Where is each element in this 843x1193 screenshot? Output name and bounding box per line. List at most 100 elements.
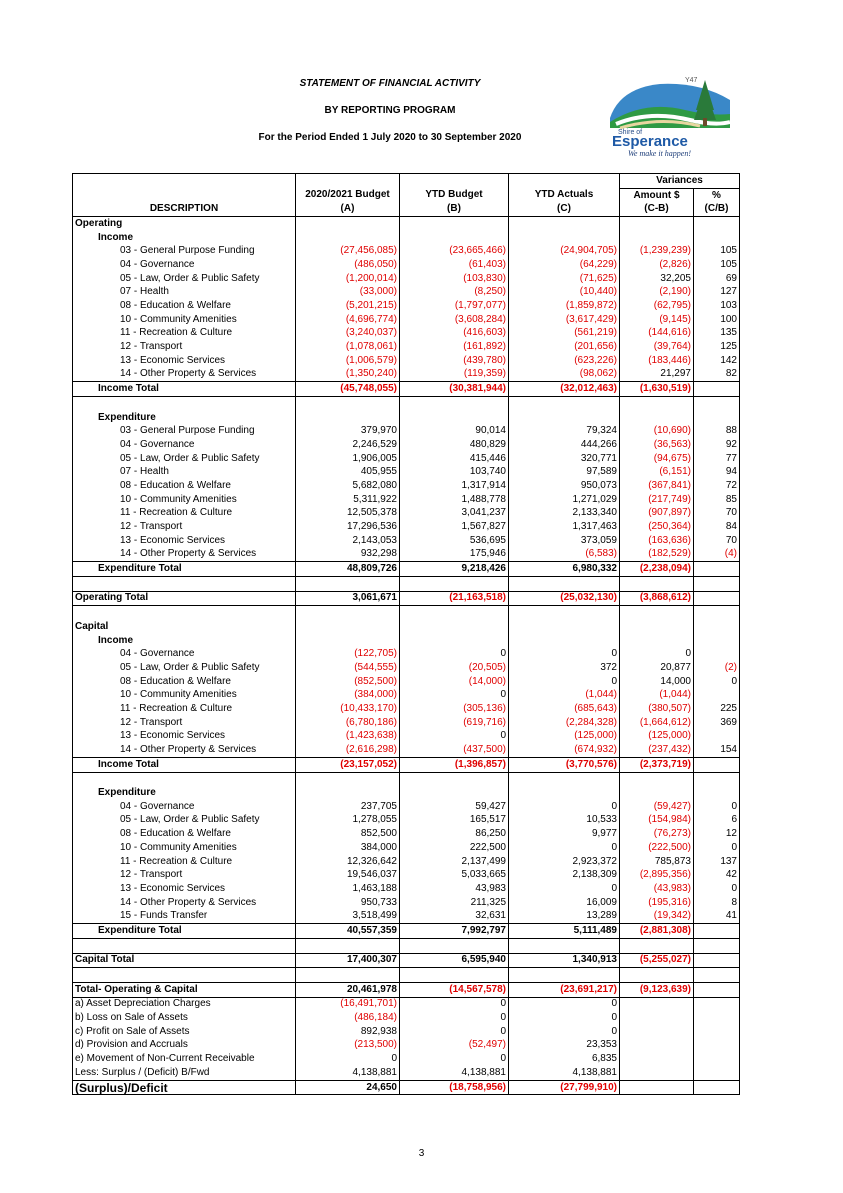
row-label: d) Provision and Accruals [72, 1038, 296, 1053]
cell-b: (14,567,578) [399, 981, 509, 998]
row-label [72, 771, 296, 787]
cell-b: (416,603) [399, 326, 509, 341]
cell-b: 103,740 [399, 465, 509, 480]
cell-d [619, 575, 694, 592]
cell-d: (62,795) [619, 299, 694, 313]
cell-d [619, 996, 694, 1012]
col-ytd-actuals-name: YTD Actuals [508, 188, 620, 203]
cell-d: (10,690) [619, 424, 694, 439]
cell-e: 127 [693, 285, 740, 300]
cell-c: (32,012,463) [508, 381, 620, 397]
cell-e [693, 216, 740, 231]
cell-b [399, 230, 509, 245]
cell-e: 142 [693, 353, 740, 368]
cell-e [693, 1079, 740, 1096]
row-label: 13 - Economic Services [72, 353, 296, 368]
table-row: Expenditure Total 40,557,359 7,992,797 5,11… [72, 923, 740, 939]
row-label: 04 - Governance [72, 438, 296, 452]
cell-c: 6,980,332 [508, 561, 620, 577]
cell-e [693, 1011, 740, 1025]
cell-e: 135 [693, 326, 740, 341]
cell-e [693, 996, 740, 1012]
cell-c: (71,625) [508, 271, 620, 286]
cell-c [508, 230, 620, 245]
cell-c: (674,932) [508, 743, 620, 758]
cell-c: 1,317,463 [508, 520, 620, 534]
cell-e [693, 1024, 740, 1039]
cell-b [399, 633, 509, 648]
cell-e [693, 1038, 740, 1053]
cell-d: (250,364) [619, 520, 694, 534]
cell-e [693, 756, 740, 773]
cell-d [619, 605, 694, 620]
cell-d [619, 620, 694, 634]
cell-e: 70 [693, 533, 740, 548]
col-ytd-actuals-code: (C) [508, 202, 620, 217]
cell-c [508, 395, 620, 411]
spacer-row [72, 771, 740, 787]
cell-a: 19,546,037 [295, 868, 400, 883]
cell-e: 8 [693, 895, 740, 910]
cell-b: 59,427 [399, 799, 509, 814]
table-row: 14 - Other Property & Services 932,298 175… [72, 547, 740, 562]
row-label: 12 - Transport [72, 715, 296, 730]
cell-e [693, 981, 740, 998]
cell-d [619, 1038, 694, 1053]
row-label: 10 - Community Amenities [72, 312, 296, 327]
table-row: Total- Operating & Capital 20,461,978 (14,… [72, 981, 740, 998]
cell-c: (3,770,576) [508, 756, 620, 773]
cell-d: (5,255,027) [619, 952, 694, 968]
table-row: d) Provision and Accruals (213,500) (52,49… [72, 1038, 740, 1053]
cell-e: 77 [693, 451, 740, 466]
cell-a: 17,400,307 [295, 952, 400, 968]
cell-b: 2,137,499 [399, 854, 509, 869]
table-row: 05 - Law, Order & Public Safety (544,555)… [72, 661, 740, 675]
table-row: 11 - Recreation & Culture 12,326,642 2,137… [72, 854, 740, 869]
cell-d: 32,205 [619, 271, 694, 286]
cell-c: (64,229) [508, 258, 620, 272]
cell-e: 0 [693, 674, 740, 689]
cell-a: (122,705) [295, 647, 400, 662]
spacer-row [72, 575, 740, 592]
table-row: 14 - Other Property & Services 950,733 211… [72, 895, 740, 910]
table-row: 08 - Education & Welfare (5,201,215) (1,79… [72, 299, 740, 313]
cell-e: 70 [693, 506, 740, 521]
cell-d: (2,373,719) [619, 756, 694, 773]
cell-c [508, 771, 620, 787]
cell-d: (1,239,239) [619, 244, 694, 259]
cell-e: 0 [693, 841, 740, 855]
cell-d: (217,749) [619, 492, 694, 507]
cell-a [295, 410, 400, 425]
table-row: Less: Surplus / (Deficit) B/Fwd 4,138,881… [72, 1066, 740, 1081]
cell-e: 225 [693, 702, 740, 716]
cell-a: 24,650 [295, 1079, 400, 1096]
header-row-variances: Variances [72, 173, 740, 189]
page-number: 3 [418, 1148, 425, 1159]
table-row: (Surplus)/Deficit 24,650 (18,758,956) (27,7… [72, 1079, 740, 1096]
cell-b: 0 [399, 647, 509, 662]
cell-d: (59,427) [619, 799, 694, 814]
cell-c: 9,977 [508, 827, 620, 841]
cell-b [399, 575, 509, 592]
cell-d [619, 1024, 694, 1039]
row-label: 05 - Law, Order & Public Safety [72, 451, 296, 466]
cell-d [619, 395, 694, 411]
cell-b: 1,567,827 [399, 520, 509, 534]
cell-c: (6,583) [508, 547, 620, 562]
cell-c [508, 216, 620, 231]
cell-b [399, 620, 509, 634]
cell-c: 0 [508, 996, 620, 1012]
cell-a: (16,491,701) [295, 996, 400, 1012]
cell-e: 72 [693, 479, 740, 493]
row-label: Total- Operating & Capital [72, 981, 296, 998]
cell-a: (1,078,061) [295, 340, 400, 354]
cell-b: 43,983 [399, 882, 509, 896]
row-label: Capital [72, 620, 296, 634]
col-amount-name: Amount $ [619, 188, 694, 203]
cell-a: 5,311,922 [295, 492, 400, 507]
cell-d: (195,316) [619, 895, 694, 910]
table-row: 11 - Recreation & Culture (10,433,170) (30… [72, 702, 740, 716]
cell-c: (201,656) [508, 340, 620, 354]
cell-c: 97,589 [508, 465, 620, 480]
cell-a: 379,970 [295, 424, 400, 439]
